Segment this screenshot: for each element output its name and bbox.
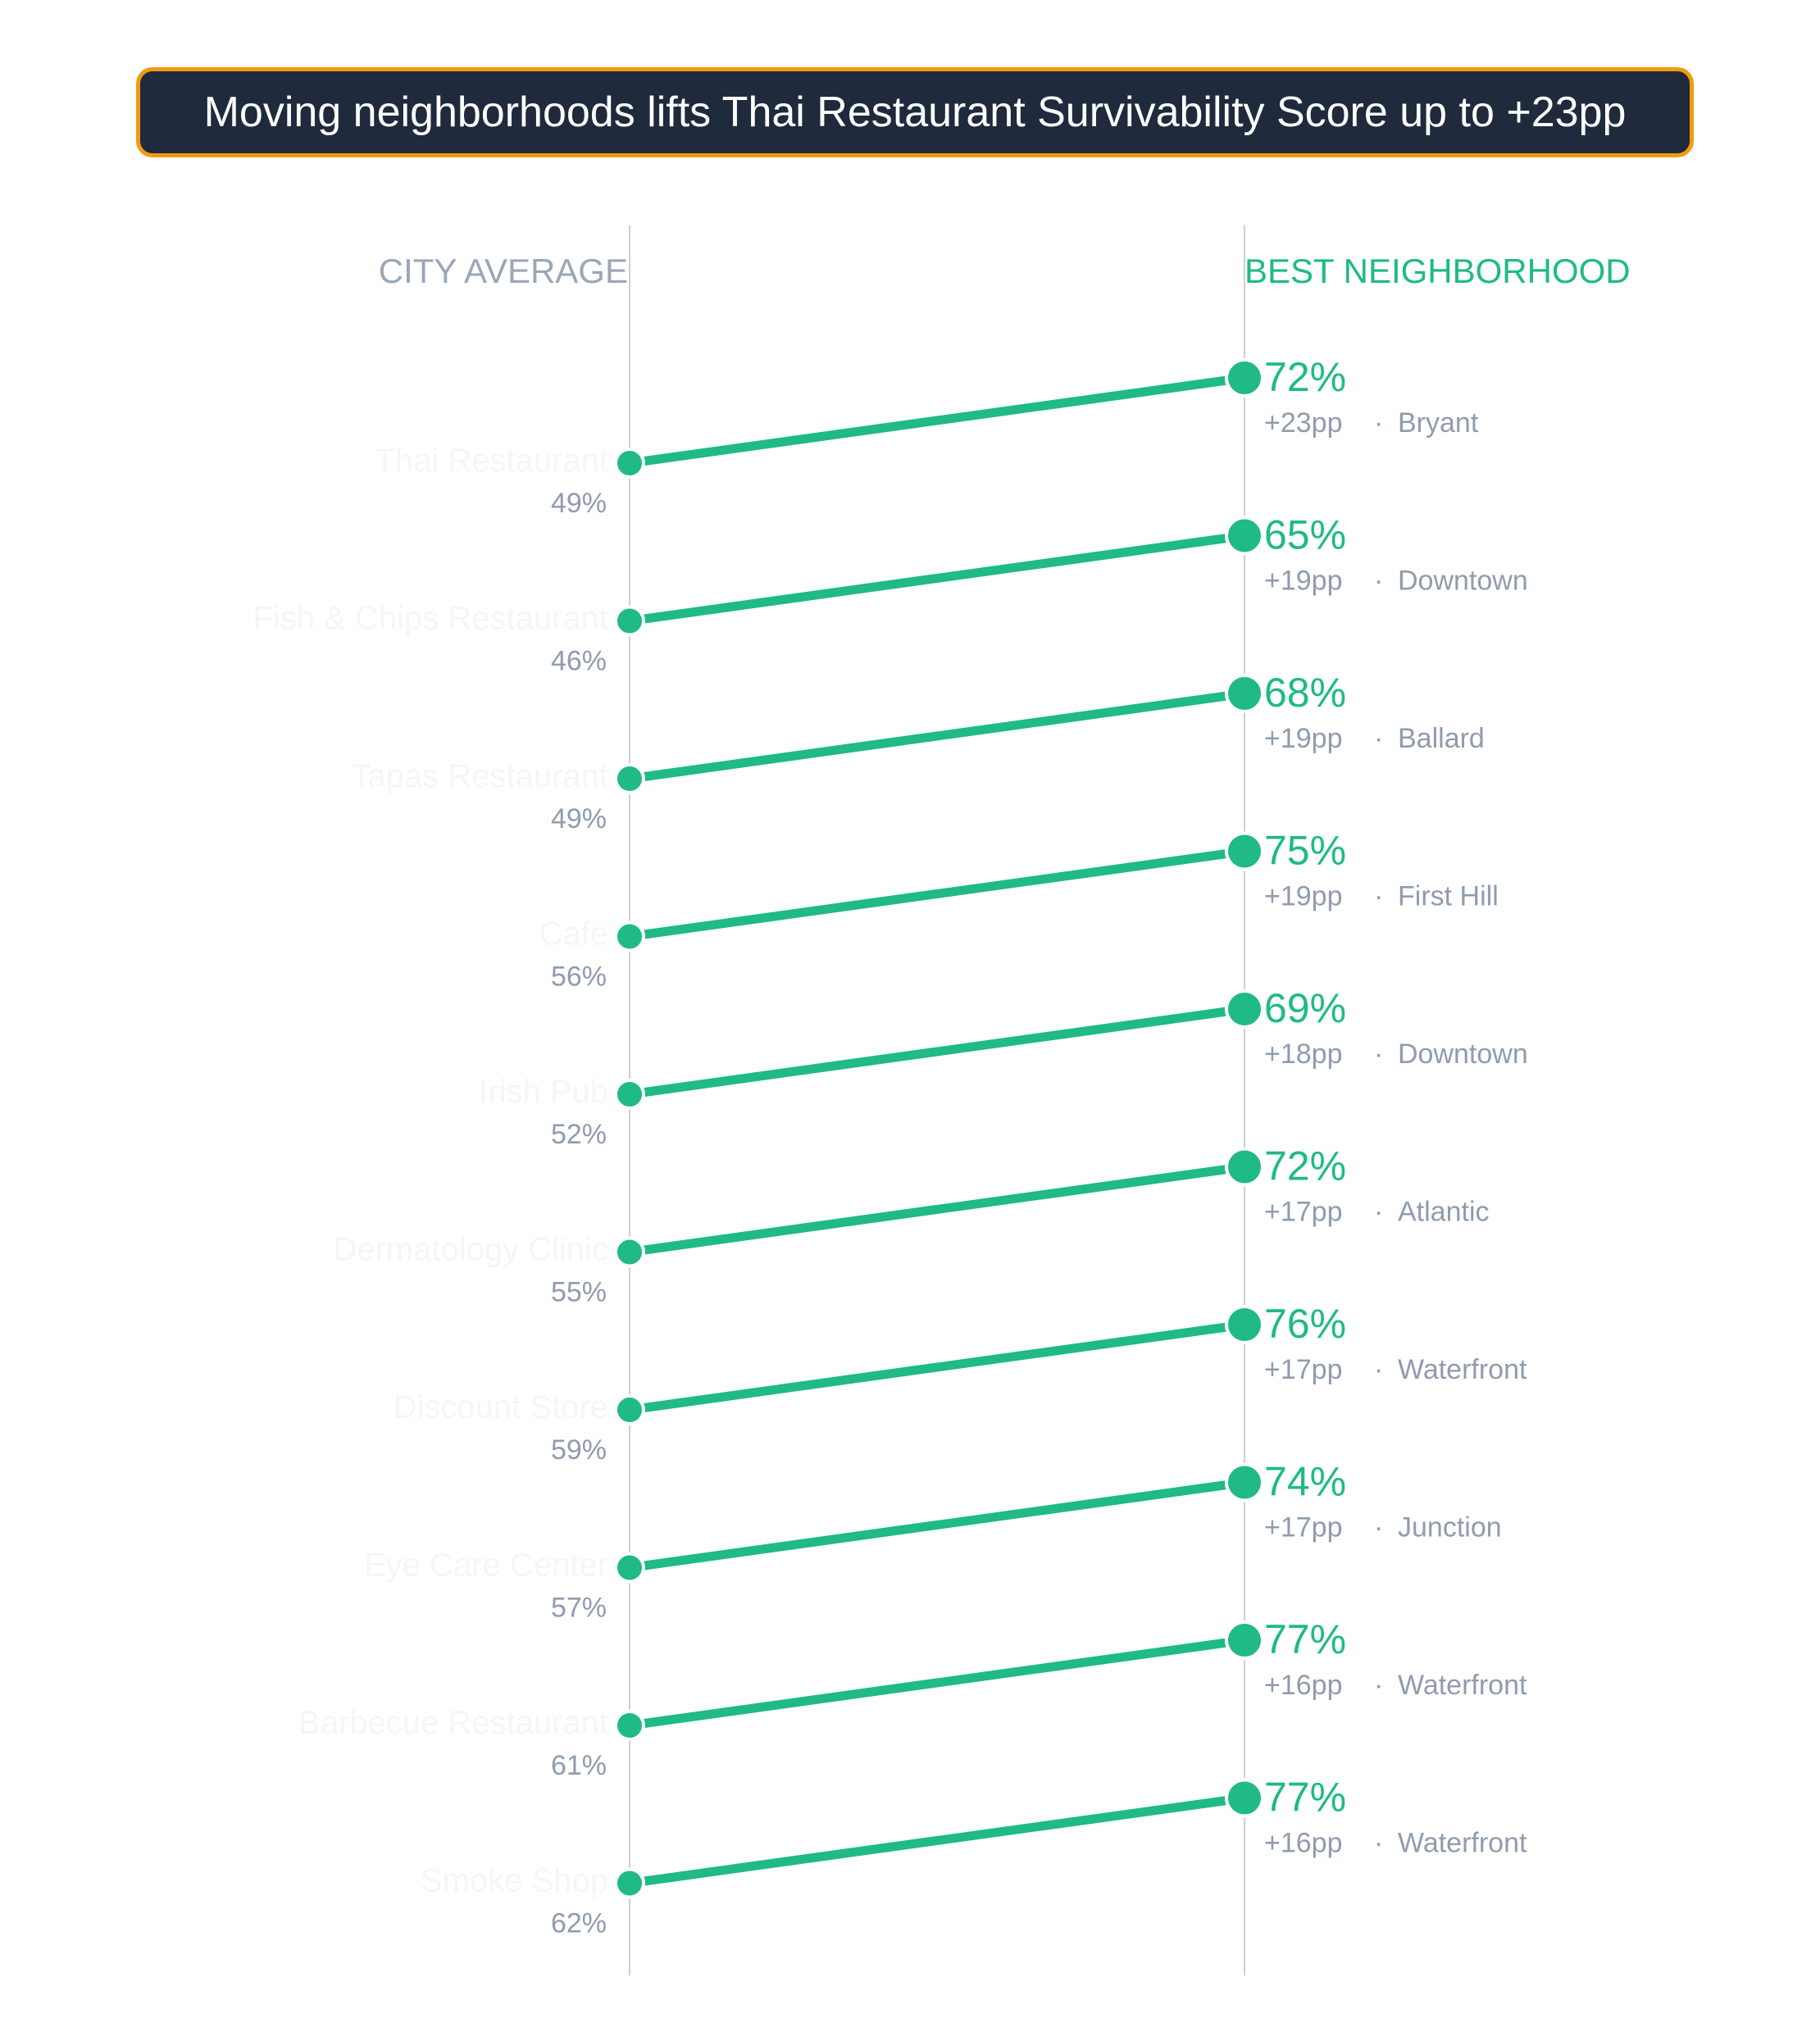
- best-value-label: 72%: [1264, 1143, 1346, 1189]
- lift-label: +23pp: [1264, 407, 1343, 439]
- title-banner: Moving neighborhoods lifts Thai Restaura…: [136, 67, 1694, 157]
- category-label: Eye Care Center: [364, 1548, 608, 1584]
- city-average-dot: [614, 1079, 645, 1110]
- city-average-label: 52%: [551, 1119, 607, 1150]
- neighborhood-label: First Hill: [1398, 881, 1499, 912]
- neighborhood-label: Waterfront: [1398, 1354, 1527, 1385]
- best-neighborhood-dot: [1225, 358, 1264, 398]
- city-average-dot: [614, 1394, 645, 1425]
- neighborhood-label: Waterfront: [1398, 1670, 1527, 1701]
- city-average-label: 57%: [551, 1593, 607, 1624]
- separator-dot: ·: [1374, 881, 1383, 912]
- slope-line: [625, 1478, 1249, 1572]
- category-label: Fish & Chips Restaurant: [253, 601, 608, 637]
- best-value-label: 68%: [1264, 670, 1346, 716]
- best-value-label: 75%: [1264, 828, 1346, 874]
- slope-line: [625, 1004, 1249, 1099]
- separator-dot: ·: [1374, 1512, 1383, 1543]
- best-neighborhood-dot: [1225, 989, 1264, 1029]
- best-value-label: 77%: [1264, 1616, 1346, 1662]
- lift-label: +19pp: [1264, 723, 1343, 754]
- lift-label: +18pp: [1264, 1039, 1343, 1070]
- category-label: Irish Pub: [479, 1074, 608, 1110]
- best-neighborhood-dot: [1225, 1621, 1264, 1660]
- city-average-dot: [614, 763, 645, 794]
- best-neighborhood-dot: [1225, 1778, 1264, 1818]
- city-average-dot: [614, 1867, 645, 1899]
- neighborhood-label: Junction: [1398, 1512, 1502, 1543]
- slope-line: [625, 1320, 1249, 1415]
- separator-dot: ·: [1374, 407, 1383, 439]
- lift-label: +17pp: [1264, 1354, 1343, 1385]
- neighborhood-label: Waterfront: [1398, 1828, 1527, 1859]
- city-average-label: 59%: [551, 1434, 607, 1466]
- neighborhood-label: Atlantic: [1398, 1197, 1490, 1228]
- best-neighborhood-dot: [1225, 1305, 1264, 1344]
- category-label: Discount Store: [394, 1389, 608, 1425]
- city-average-label: 49%: [551, 803, 607, 834]
- separator-dot: ·: [1374, 1828, 1383, 1859]
- best-value-label: 74%: [1264, 1459, 1346, 1505]
- separator-dot: ·: [1374, 1354, 1383, 1385]
- city-average-label: 62%: [551, 1908, 607, 1939]
- city-average-label: 61%: [551, 1750, 607, 1781]
- lift-label: +17pp: [1264, 1512, 1343, 1543]
- slope-line: [625, 1162, 1249, 1257]
- lift-label: +19pp: [1264, 566, 1343, 597]
- separator-dot: ·: [1374, 723, 1383, 754]
- category-label: Dermatology Clinic: [333, 1232, 608, 1268]
- rows-group: Thai Restaurant 49% 72% +23pp · Bryant Fish & …: [253, 354, 1527, 1939]
- city-average-dot: [614, 1236, 645, 1268]
- best-value-label: 76%: [1264, 1301, 1346, 1347]
- category-label: Barbecue Restaurant: [298, 1705, 608, 1741]
- city-average-dot: [614, 448, 645, 479]
- best-neighborhood-dot: [1225, 831, 1264, 871]
- category-label: Tapas Restaurant: [351, 758, 608, 794]
- city-average-dot: [614, 920, 645, 952]
- lift-label: +19pp: [1264, 881, 1343, 912]
- best-neighborhood-dot: [1225, 1147, 1264, 1187]
- category-label: Smoke Shop: [421, 1863, 608, 1899]
- separator-dot: ·: [1374, 566, 1383, 597]
- city-average-label: 49%: [551, 488, 607, 519]
- neighborhood-label: Ballard: [1398, 723, 1485, 754]
- city-average-label: 56%: [551, 961, 607, 993]
- slope-line: [625, 689, 1249, 784]
- category-label: Cafe: [539, 916, 609, 952]
- slope-line: [625, 847, 1249, 941]
- neighborhood-label: Downtown: [1398, 1039, 1528, 1070]
- city-average-label: 55%: [551, 1277, 607, 1308]
- city-average-dot: [614, 605, 645, 637]
- best-neighborhood-dot: [1225, 1462, 1264, 1502]
- neighborhood-label: Bryant: [1398, 407, 1479, 439]
- best-value-label: 65%: [1264, 512, 1346, 558]
- slope-line: [625, 1635, 1249, 1730]
- slope-line: [625, 373, 1249, 468]
- best-neighborhood-dot: [1225, 516, 1264, 556]
- lift-label: +16pp: [1264, 1670, 1343, 1701]
- left-header: CITY AVERAGE: [379, 252, 628, 290]
- lift-label: +16pp: [1264, 1828, 1343, 1859]
- separator-dot: ·: [1374, 1197, 1383, 1228]
- best-value-label: 72%: [1264, 354, 1346, 400]
- right-header: BEST NEIGHBORHOOD: [1244, 252, 1631, 290]
- category-label: Thai Restaurant: [375, 443, 608, 479]
- separator-dot: ·: [1374, 1670, 1383, 1701]
- best-neighborhood-dot: [1225, 674, 1264, 713]
- chart-title: Moving neighborhoods lifts Thai Restaura…: [203, 89, 1627, 136]
- best-value-label: 77%: [1264, 1775, 1346, 1821]
- city-average-label: 46%: [551, 646, 607, 677]
- slope-line: [625, 1793, 1249, 1888]
- city-average-dot: [614, 1552, 645, 1584]
- lift-label: +17pp: [1264, 1197, 1343, 1228]
- city-average-dot: [614, 1710, 645, 1741]
- separator-dot: ·: [1374, 1039, 1383, 1070]
- neighborhood-label: Downtown: [1398, 566, 1528, 597]
- slope-line: [625, 531, 1249, 625]
- best-value-label: 69%: [1264, 985, 1346, 1031]
